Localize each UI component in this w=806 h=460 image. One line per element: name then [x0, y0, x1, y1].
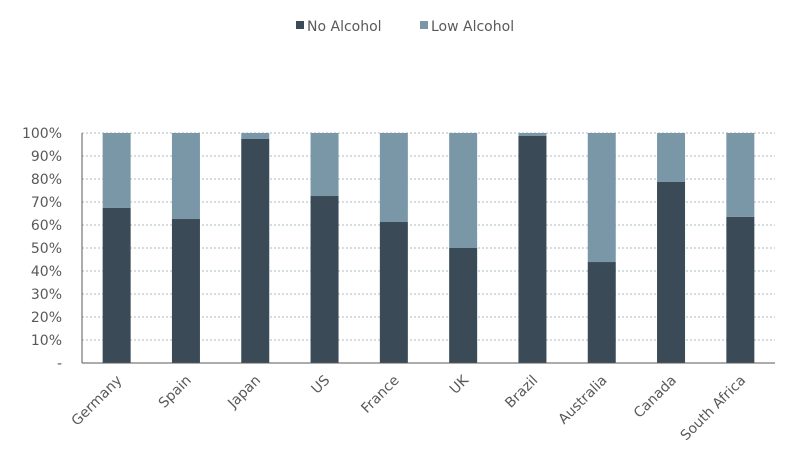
x-tick-label: South Africa [678, 373, 749, 444]
y-tick-label: 90% [31, 149, 62, 165]
bar-low-alcohol [379, 133, 408, 223]
bar-no-alcohol [310, 196, 339, 363]
x-tick-label: Japan [224, 373, 264, 413]
y-tick-label: 100% [22, 126, 62, 142]
y-tick-label: 80% [31, 172, 62, 188]
x-tick-label: Germany [69, 373, 126, 430]
bar-low-alcohol [171, 133, 200, 220]
legend-swatch [420, 21, 428, 29]
bar-no-alcohol [518, 135, 547, 363]
bars [102, 133, 755, 363]
y-tick-label: 50% [31, 241, 62, 257]
x-tick-label: US [309, 372, 334, 397]
bar-low-alcohol [587, 133, 616, 263]
bar-low-alcohol [657, 133, 686, 182]
y-tick-label: 40% [31, 264, 62, 280]
bar-no-alcohol [449, 248, 478, 363]
bar-low-alcohol [241, 133, 270, 139]
x-tick-label: Canada [631, 373, 680, 422]
x-tick-label: UK [447, 372, 473, 398]
x-tick-label: France [358, 373, 402, 417]
y-tick-label: 30% [31, 287, 62, 303]
bar-no-alcohol [171, 219, 200, 363]
bar-no-alcohol [241, 138, 270, 363]
bar-no-alcohol [587, 262, 616, 363]
bar-low-alcohol [449, 133, 478, 248]
y-tick-label: 60% [31, 218, 62, 234]
bar-low-alcohol [102, 133, 131, 208]
bar-no-alcohol [726, 216, 755, 363]
x-tick-label: Australia [555, 373, 610, 428]
y-tick-label: - [57, 356, 62, 372]
legend-label: No Alcohol [307, 19, 382, 35]
y-tick-label: 70% [31, 195, 62, 211]
x-tick-label: Brazil [502, 373, 541, 412]
bar-no-alcohol [657, 181, 686, 363]
bar-low-alcohol [726, 133, 755, 217]
legend: No Alcohol Low Alcohol [296, 19, 514, 35]
legend-swatch [296, 21, 304, 29]
bar-low-alcohol [518, 133, 547, 136]
x-tick-label: Spain [156, 373, 195, 412]
y-tick-label: 10% [31, 333, 62, 349]
bar-no-alcohol [102, 207, 131, 363]
legend-label: Low Alcohol [431, 19, 514, 35]
bar-no-alcohol [379, 222, 408, 363]
y-tick-label: 20% [31, 310, 62, 326]
bar-low-alcohol [310, 133, 339, 197]
